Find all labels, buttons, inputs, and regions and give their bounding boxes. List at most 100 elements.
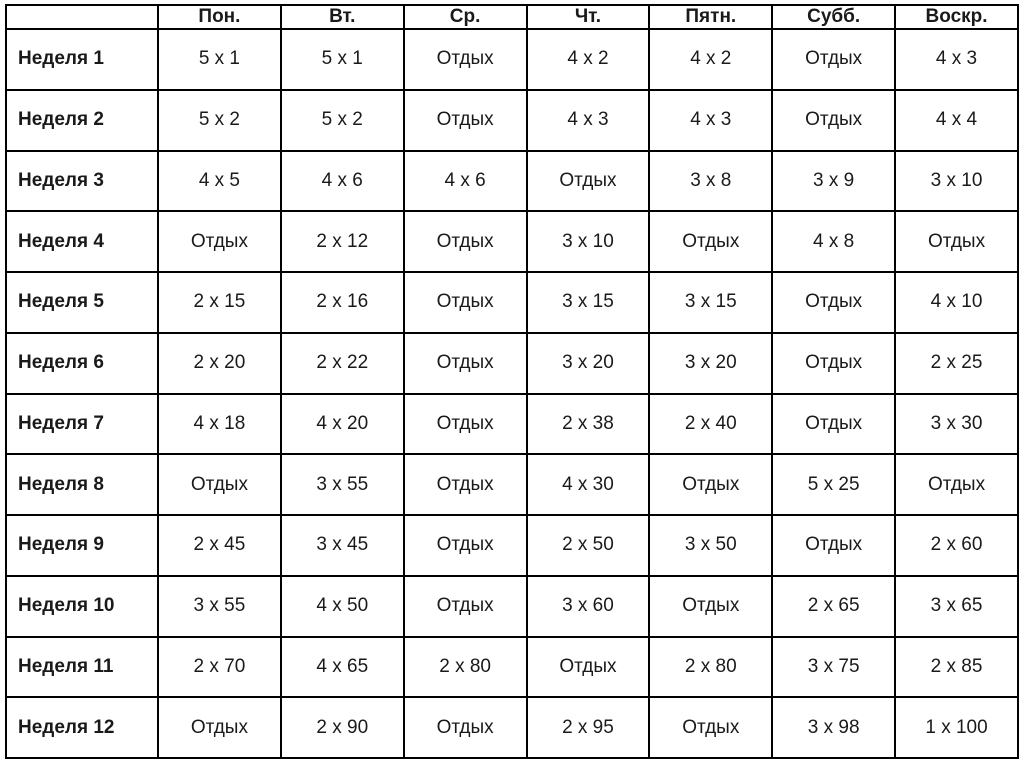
row-header: Неделя 3 <box>5 149 159 213</box>
column-header: Субб. <box>771 4 897 30</box>
workout-cell: 2 x 95 <box>525 696 651 759</box>
workout-cell: 2 x 90 <box>279 696 405 759</box>
row-header: Неделя 1 <box>5 28 159 91</box>
table-row: Неделя 12 Отдых 2 x 90 Отдых 2 x 95 Отдых 3 x … <box>5 696 1019 759</box>
rest-cell: Отдых <box>402 88 528 152</box>
row-header: Неделя 7 <box>5 392 159 456</box>
workout-cell: 4 x 20 <box>279 392 405 456</box>
row-header: Неделя 8 <box>5 453 159 516</box>
rest-cell: Отдых <box>771 331 897 395</box>
table-header-row: Пон. Вт. Ср. Чт. Пятн. Субб. Воскр. <box>5 4 1019 30</box>
workout-cell: 2 x 40 <box>648 392 774 456</box>
rest-cell: Отдых <box>157 696 282 759</box>
column-header: Пятн. <box>648 4 774 30</box>
workout-cell: 3 x 8 <box>648 149 774 213</box>
workout-cell: 4 x 4 <box>894 88 1019 152</box>
workout-cell: 3 x 10 <box>894 149 1019 213</box>
workout-cell: 4 x 3 <box>525 88 651 152</box>
rest-cell: Отдых <box>402 331 528 395</box>
workout-cell: 3 x 9 <box>771 149 897 213</box>
workout-cell: 5 x 1 <box>157 28 282 91</box>
row-header: Неделя 9 <box>5 514 159 577</box>
rest-cell: Отдых <box>771 514 897 577</box>
rest-cell: Отдых <box>648 696 774 759</box>
row-header: Неделя 12 <box>5 696 159 759</box>
rest-cell: Отдых <box>648 210 774 273</box>
table-row: Неделя 10 3 x 55 4 x 50 Отдых 3 x 60 Отдых 2 x… <box>5 574 1019 638</box>
workout-cell: 4 x 3 <box>894 28 1019 91</box>
table-row: Неделя 4 Отдых 2 x 12 Отдых 3 x 10 Отдых 4 x 8… <box>5 210 1019 273</box>
rest-cell: Отдых <box>648 574 774 638</box>
rest-cell: Отдых <box>525 635 651 699</box>
rest-cell: Отдых <box>402 28 528 91</box>
workout-cell: 2 x 80 <box>648 635 774 699</box>
workout-cell: 2 x 80 <box>402 635 528 699</box>
workout-cell: 3 x 15 <box>525 271 651 334</box>
workout-cell: 3 x 20 <box>648 331 774 395</box>
rest-cell: Отдых <box>402 574 528 638</box>
workout-cell: 3 x 60 <box>525 574 651 638</box>
workout-cell: 3 x 10 <box>525 210 651 273</box>
workout-cell: 3 x 15 <box>648 271 774 334</box>
rest-cell: Отдых <box>402 514 528 577</box>
table-row: Неделя 8 Отдых 3 x 55 Отдых 4 x 30 Отдых 5 x 2… <box>5 453 1019 516</box>
workout-cell: 5 x 2 <box>157 88 282 152</box>
rest-cell: Отдых <box>402 696 528 759</box>
workout-cell: 2 x 22 <box>279 331 405 395</box>
workout-cell: 4 x 6 <box>279 149 405 213</box>
rest-cell: Отдых <box>771 88 897 152</box>
rest-cell: Отдых <box>402 210 528 273</box>
rest-cell: Отдых <box>771 392 897 456</box>
workout-cell: 4 x 50 <box>279 574 405 638</box>
row-header: Неделя 2 <box>5 88 159 152</box>
workout-cell: 4 x 2 <box>525 28 651 91</box>
workout-cell: 4 x 2 <box>648 28 774 91</box>
row-header: Неделя 4 <box>5 210 159 273</box>
table-head: Пон. Вт. Ср. Чт. Пятн. Субб. Воскр. <box>5 4 1019 30</box>
rest-cell: Отдых <box>771 28 897 91</box>
workout-cell: 5 x 25 <box>771 453 897 516</box>
workout-cell: 4 x 65 <box>279 635 405 699</box>
row-header: Неделя 11 <box>5 635 159 699</box>
workout-cell: 3 x 75 <box>771 635 897 699</box>
workout-cell: 2 x 45 <box>157 514 282 577</box>
rest-cell: Отдых <box>771 271 897 334</box>
rest-cell: Отдых <box>157 453 282 516</box>
rest-cell: Отдых <box>648 453 774 516</box>
column-header: Пон. <box>157 4 282 30</box>
workout-cell: 2 x 60 <box>894 514 1019 577</box>
workout-cell: 4 x 18 <box>157 392 282 456</box>
column-header: Воскр. <box>894 4 1019 30</box>
rest-cell: Отдых <box>894 210 1019 273</box>
workout-cell: 4 x 5 <box>157 149 282 213</box>
workout-cell: 3 x 55 <box>157 574 282 638</box>
workout-cell: 3 x 50 <box>648 514 774 577</box>
workout-cell: 4 x 30 <box>525 453 651 516</box>
workout-cell: 2 x 20 <box>157 331 282 395</box>
workout-cell: 1 x 100 <box>894 696 1019 759</box>
workout-cell: 2 x 38 <box>525 392 651 456</box>
column-header: Чт. <box>525 4 651 30</box>
rest-cell: Отдых <box>894 453 1019 516</box>
rest-cell: Отдых <box>525 149 651 213</box>
workout-cell: 2 x 12 <box>279 210 405 273</box>
row-header: Неделя 5 <box>5 271 159 334</box>
row-header: Неделя 10 <box>5 574 159 638</box>
workout-cell: 4 x 8 <box>771 210 897 273</box>
workout-cell: 4 x 3 <box>648 88 774 152</box>
workout-cell: 2 x 25 <box>894 331 1019 395</box>
workout-cell: 5 x 1 <box>279 28 405 91</box>
workout-cell: 3 x 45 <box>279 514 405 577</box>
workout-cell: 2 x 16 <box>279 271 405 334</box>
workout-cell: 2 x 85 <box>894 635 1019 699</box>
workout-cell: 2 x 65 <box>771 574 897 638</box>
workout-cell: 5 x 2 <box>279 88 405 152</box>
workout-cell: 3 x 55 <box>279 453 405 516</box>
